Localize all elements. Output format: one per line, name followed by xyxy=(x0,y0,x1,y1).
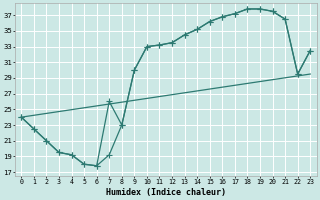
X-axis label: Humidex (Indice chaleur): Humidex (Indice chaleur) xyxy=(106,188,226,197)
